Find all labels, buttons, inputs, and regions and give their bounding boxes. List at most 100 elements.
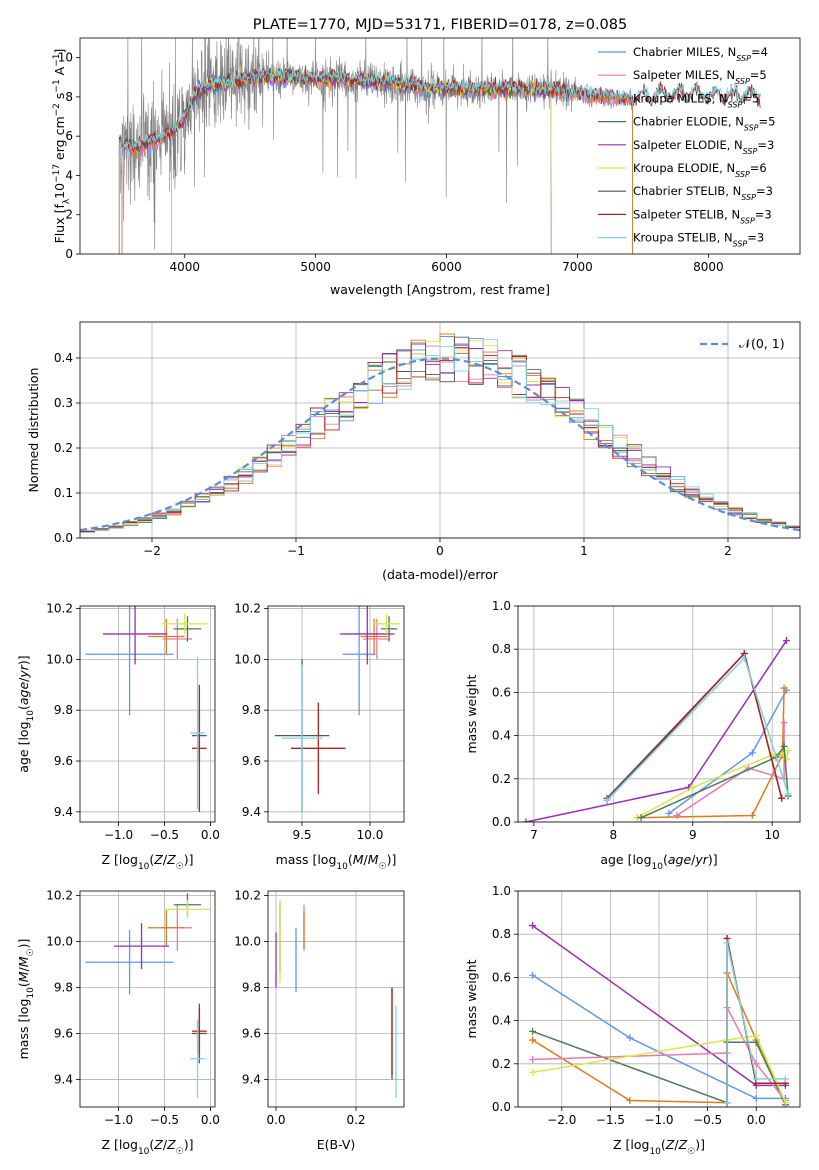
x-tick-label: 0.0	[201, 1113, 220, 1127]
y-tick-label: 9.8	[54, 981, 73, 995]
point-marker	[522, 818, 530, 822]
histogram-kroupa_stelib	[80, 339, 800, 533]
series-line	[532, 1034, 787, 1103]
weight-series-salpeter_elodie	[522, 637, 790, 822]
y-tick-label: 0.4	[492, 1014, 511, 1028]
y-tick-label: 0.2	[54, 441, 73, 455]
y-tick-label: 0.4	[54, 351, 73, 365]
x-axis-label: age [log10(age/yr)]	[600, 852, 717, 872]
y-tick-label: 4	[65, 168, 73, 182]
series-line	[636, 750, 789, 819]
observed-spectrum	[119, 38, 633, 250]
point-marker	[752, 1094, 760, 1102]
y-tick-label: 9.6	[242, 1026, 261, 1040]
point-marker	[665, 809, 673, 817]
y-tick-label: 0.1	[54, 486, 73, 500]
x-tick-label: −0.5	[150, 828, 179, 842]
age_vs_mass-axes: 9.5 10.0 9.4 9.6 9.8 10.0 10.2	[234, 602, 404, 842]
grid	[80, 606, 215, 822]
errorbar-chabrier_miles	[342, 606, 376, 716]
y-tick-label: 6	[65, 129, 73, 143]
y-tick-label: 9.4	[54, 1072, 73, 1086]
errorbar-salpeter_stelib	[192, 684, 207, 812]
point-marker	[784, 747, 792, 755]
point-marker	[781, 1099, 789, 1107]
errorbar-kroupa_elodie	[164, 900, 211, 919]
y-tick-label: 10.0	[46, 935, 73, 949]
y-tick-label: 9.6	[54, 1026, 73, 1040]
x-tick-label: 6000	[431, 260, 462, 274]
errorbar-salpeter_stelib	[192, 1008, 207, 1055]
model-spectrum-salpeter_stelib	[118, 65, 761, 254]
x-tick-label: 0.2	[346, 1113, 365, 1127]
point-marker	[740, 654, 748, 662]
weight_vs_age-axes: 7 8 9 10 0.0 0.2 0.4 0.6 0.8 1.0	[492, 599, 800, 842]
point-marker	[780, 719, 788, 727]
point-marker	[723, 1099, 731, 1107]
x-axis-label: Z [log10(Z/Z☉)]	[613, 1137, 705, 1157]
y-axis-label: Normed distribution	[26, 368, 41, 493]
y-tick-label: 10.0	[46, 652, 73, 666]
errorbar-salpeter_elodie	[340, 606, 395, 665]
weight-series-kroupa_stelib	[723, 939, 789, 1107]
y-tick-label: 0.3	[54, 396, 73, 410]
y-axis-label: age [log10(age/yr)]	[16, 655, 36, 772]
legend-entry: Kroupa ELODIE, NSSP=6	[633, 161, 767, 179]
x-tick-label: −2	[143, 544, 161, 558]
point-marker	[529, 971, 537, 979]
x-tick-label: −1.0	[104, 1113, 133, 1127]
y-tick-label: 0.2	[492, 1057, 511, 1071]
y-tick-label: 0.4	[492, 729, 511, 743]
weight-series-kroupa_miles	[633, 684, 788, 822]
errorbar-salpeter_elodie	[102, 606, 168, 665]
x-tick-label: 0	[436, 544, 444, 558]
y-tick-label: 0	[65, 247, 73, 261]
errorbar-salpeter_elodie	[113, 923, 170, 970]
axes-frame	[79, 890, 216, 1108]
point-marker	[752, 1060, 760, 1068]
point-marker	[748, 812, 756, 820]
x-tick-label: 0.0	[747, 1113, 766, 1127]
errorbar-kroupa_miles	[360, 618, 388, 655]
x-tick-label: 5000	[300, 260, 331, 274]
point-marker	[626, 1034, 634, 1042]
age_vs_Z-axes: −1.0 −0.5 0.0 9.4 9.6 9.8 10.0 10.2	[46, 602, 220, 842]
axes-frame	[517, 605, 801, 823]
y-tick-label: 9.4	[242, 805, 261, 819]
weight-series-salpeter_stelib	[603, 650, 786, 804]
x-tick-label: −1.0	[104, 828, 133, 842]
point-marker	[529, 1068, 537, 1076]
point-marker	[529, 1036, 537, 1044]
grid	[268, 891, 404, 1107]
x-tick-label: 7	[530, 828, 538, 842]
errorbar-salpeter_stelib	[291, 702, 346, 795]
y-tick-label: 9.8	[54, 703, 73, 717]
y-tick-label: 9.4	[54, 805, 73, 819]
x-axis-label: wavelength [Angstrom, rest frame]	[330, 282, 550, 297]
x-axis-label: Z [log10(Z/Z☉)]	[101, 1137, 193, 1157]
legend-entry: Salpeter STELIB, NSSP=3	[633, 207, 772, 225]
grid	[80, 891, 215, 1107]
residuals-axes: −2 −1 0 1 2 0.0 0.1 0.2 0.3 0.4	[54, 322, 800, 558]
errorbar-kroupa_miles	[147, 618, 185, 655]
axes-frame	[517, 890, 801, 1108]
legend-entry: Chabrier MILES, NSSP=4	[633, 45, 768, 63]
errorbar-kroupa_stelib	[190, 1019, 205, 1098]
series-line	[640, 744, 789, 819]
model-spectrum-kroupa_stelib	[118, 64, 761, 254]
x-tick-label: 4000	[169, 260, 200, 274]
legend-entry: Salpeter ELODIE, NSSP=3	[633, 138, 774, 156]
x-tick-label: 9	[689, 828, 697, 842]
y-tick-label: 8	[65, 90, 73, 104]
x-tick-label: 8000	[693, 260, 724, 274]
x-tick-label: 1	[580, 544, 588, 558]
series-line	[637, 688, 785, 819]
y-tick-label: 0.6	[492, 970, 511, 984]
grid	[518, 890, 800, 1108]
x-tick-label: 7000	[562, 260, 593, 274]
y-tick-label: 10.2	[234, 602, 261, 616]
point-marker	[782, 637, 790, 645]
series-line	[606, 652, 783, 799]
x-tick-label: −1.5	[596, 1113, 625, 1127]
